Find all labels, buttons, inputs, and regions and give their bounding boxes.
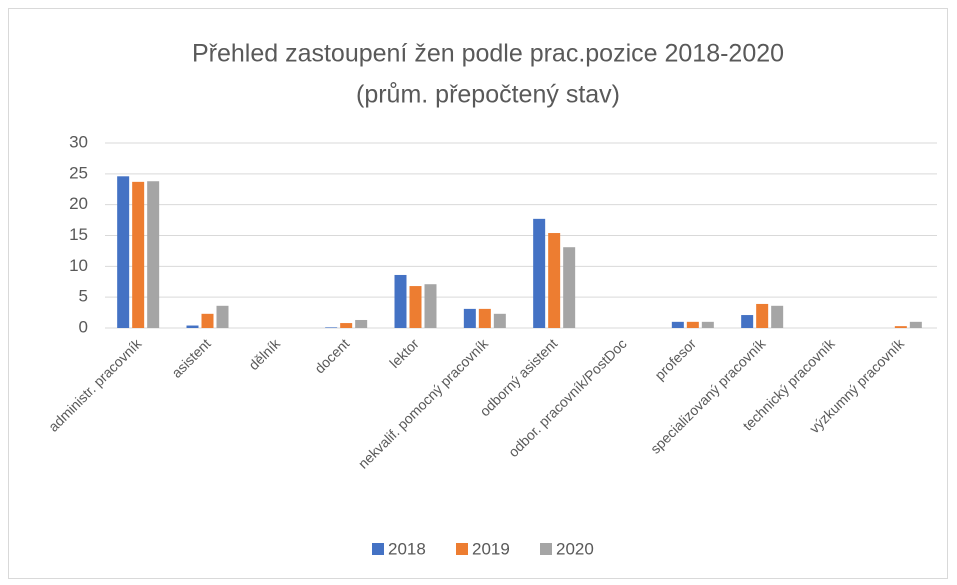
chart-border <box>8 8 948 579</box>
bar <box>463 308 476 328</box>
legend-swatch <box>456 543 468 555</box>
y-tick-label: 30 <box>69 132 88 151</box>
y-tick-label: 15 <box>69 225 88 244</box>
y-tick-label: 25 <box>69 163 88 182</box>
y-tick-label: 5 <box>79 287 88 306</box>
legend-label: 2020 <box>556 539 594 558</box>
bar <box>325 327 338 328</box>
bar <box>533 218 546 328</box>
bar <box>340 323 353 328</box>
bar <box>771 305 784 328</box>
legend-swatch <box>372 543 384 555</box>
bar <box>756 303 769 328</box>
bar <box>548 233 561 328</box>
bar <box>132 181 145 328</box>
bar <box>424 284 437 328</box>
bar <box>894 326 907 328</box>
bar <box>117 176 130 328</box>
bar <box>201 313 214 328</box>
chart-title: Přehled zastoupení žen podle prac.pozice… <box>192 40 784 68</box>
bar <box>409 286 422 328</box>
bar <box>394 274 407 328</box>
bar <box>686 321 699 328</box>
bar <box>909 321 922 328</box>
legend-swatch <box>540 543 552 555</box>
bar <box>478 308 491 328</box>
legend-label: 2019 <box>472 539 510 558</box>
legend-label: 2018 <box>388 539 426 558</box>
bar <box>147 181 160 328</box>
bar <box>671 321 684 328</box>
y-tick-label: 0 <box>79 317 88 336</box>
bar <box>355 319 368 328</box>
bar <box>701 321 714 328</box>
bar <box>186 325 199 328</box>
chart-subtitle: (prům. přepočtený stav) <box>356 81 620 109</box>
y-tick-label: 20 <box>69 194 88 213</box>
y-tick-label: 10 <box>69 256 88 275</box>
bar <box>741 315 754 328</box>
bar <box>493 313 506 328</box>
bar <box>563 247 576 328</box>
bar <box>216 305 229 328</box>
